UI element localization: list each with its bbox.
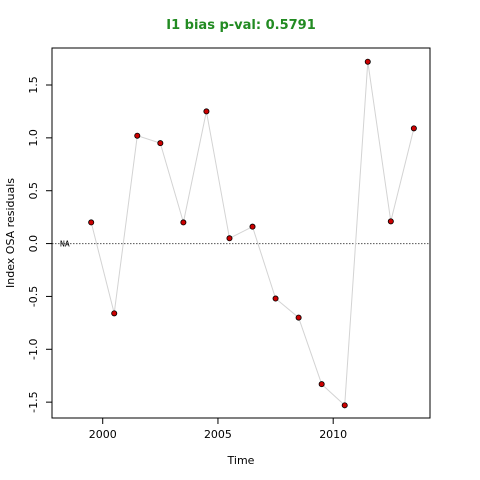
y-tick-label: -0.5: [27, 286, 40, 307]
data-point: [318, 381, 325, 388]
data-point: [295, 314, 302, 321]
data-point: [203, 108, 210, 115]
y-tick-label: 0.5: [27, 182, 40, 200]
y-tick-label: 0.0: [27, 235, 40, 253]
data-point: [111, 310, 118, 317]
plot-frame: [51, 47, 431, 419]
data-point: [272, 295, 279, 302]
data-point: [249, 223, 256, 230]
plot-area: NA 2000 2005 2010 -1.5 -1.0 -0.5 0.0 0.5 1.0 1.5: [27, 47, 431, 441]
x-tick-label: 2000: [89, 428, 117, 441]
y-tick-label: -1.0: [27, 339, 40, 360]
data-point: [410, 125, 417, 132]
data-point: [226, 235, 233, 242]
x-axis-label: Time: [227, 454, 255, 467]
chart-title: I1 bias p-val: 0.5791: [166, 18, 316, 33]
series-line: [90, 61, 415, 407]
x-tick-label: 2005: [204, 428, 232, 441]
na-annotation: NA: [60, 240, 70, 249]
y-tick-label: 1.0: [27, 129, 40, 147]
y-axis-label: Index OSA residuals: [4, 178, 17, 288]
data-point: [341, 402, 348, 409]
y-tick-label: 1.5: [27, 76, 40, 94]
y-tick-label: -1.5: [27, 391, 40, 412]
x-tick-label: 2010: [319, 428, 347, 441]
data-point: [364, 58, 371, 65]
data-point: [134, 132, 141, 139]
data-point: [387, 218, 394, 225]
data-point: [180, 219, 187, 226]
data-point: [88, 219, 95, 226]
data-point: [157, 140, 164, 147]
